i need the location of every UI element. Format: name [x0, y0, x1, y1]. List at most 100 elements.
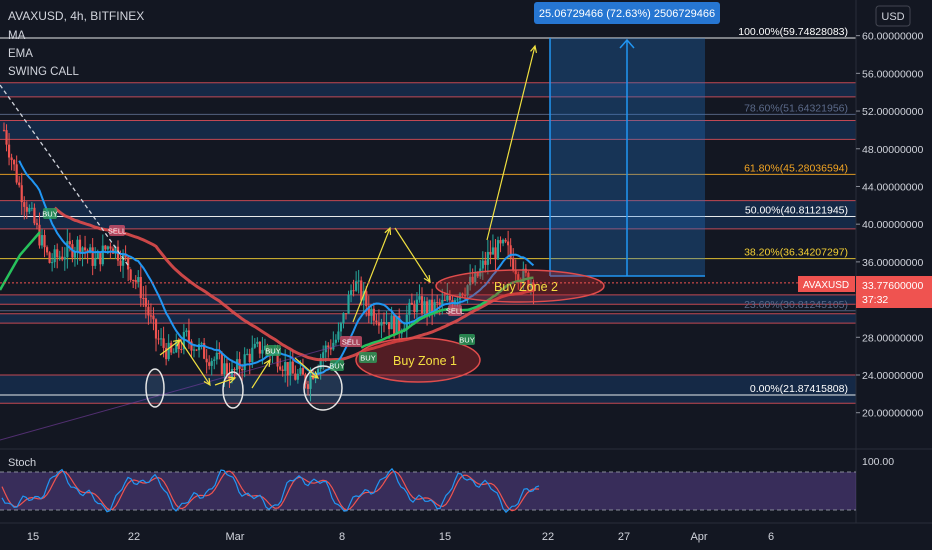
- candle-body: [284, 362, 287, 371]
- candle-body: [43, 235, 46, 248]
- arrow-head: [530, 44, 538, 53]
- currency-button[interactable]: [875, 5, 911, 27]
- candle-body: [48, 252, 51, 263]
- horizontal-zones: [0, 82, 856, 404]
- bar-countdown: 37:32: [862, 294, 888, 306]
- price-tick-label: 52.00000000: [862, 106, 923, 118]
- candle-body: [33, 207, 36, 224]
- candle-body: [139, 277, 142, 299]
- candle-body: [246, 353, 249, 355]
- candle-body: [317, 368, 320, 373]
- candle-body: [170, 342, 173, 353]
- candle-body: [486, 251, 489, 265]
- candle-body: [418, 296, 421, 300]
- candle-body: [91, 247, 94, 266]
- time-axis: 15 22 Mar 8 15 22 27 Apr 6: [0, 522, 932, 543]
- candle-body: [296, 373, 299, 380]
- candle-body: [289, 361, 292, 376]
- candle-body: [73, 252, 77, 258]
- symbol-tag-bg: [798, 276, 855, 292]
- candle-body: [159, 338, 163, 340]
- zone-band: [0, 120, 856, 140]
- candle-body: [372, 308, 375, 321]
- candle-body: [218, 352, 221, 354]
- candle-body: [349, 290, 353, 295]
- candle-body: [367, 306, 370, 316]
- currency-button-label[interactable]: USD: [881, 11, 904, 23]
- price-tick-label: 44.00000000: [862, 181, 923, 193]
- price-tick-label: 36.00000000: [862, 257, 923, 269]
- current-price-label: 33.77600000: [862, 280, 923, 292]
- candle-body: [144, 298, 147, 307]
- price-tick-label: 56.00000000: [862, 68, 923, 80]
- time-tick-label: Apr: [690, 531, 707, 543]
- time-tick-label: 15: [27, 531, 39, 543]
- candle-body: [7, 144, 11, 158]
- candle-body: [225, 363, 229, 375]
- candle-body: [203, 343, 206, 359]
- candle-body: [431, 299, 434, 313]
- candle-body: [137, 277, 140, 282]
- candle-body: [165, 347, 168, 360]
- candle-body: [436, 302, 439, 304]
- candle-body: [504, 239, 507, 242]
- candle-body: [522, 268, 525, 284]
- candle-body: [332, 342, 335, 350]
- indicator-label[interactable]: SWING CALL: [8, 66, 80, 78]
- fib-level-label: 61.80%(45.28036594): [744, 162, 848, 174]
- candle-body: [393, 315, 396, 335]
- zone-band: [0, 294, 856, 305]
- candle-body: [20, 185, 23, 203]
- signal-tag-text: SELL: [108, 227, 126, 236]
- candle-body: [180, 349, 183, 351]
- candle-body: [134, 280, 137, 282]
- candle-body: [360, 280, 363, 301]
- symbol-tag: AVAXUSD: [803, 280, 849, 291]
- candle-body: [382, 322, 386, 324]
- zone-band: [0, 313, 856, 324]
- signal-tag: [448, 305, 462, 316]
- candle-body: [352, 290, 355, 292]
- candle-body: [489, 251, 492, 255]
- candle-body: [408, 302, 411, 315]
- candle-body: [78, 239, 82, 254]
- zone-band: [0, 82, 856, 97]
- buy-zone-1-ellipse[interactable]: [355, 337, 481, 383]
- candle-body: [261, 349, 264, 354]
- swing-line-early: [0, 231, 41, 291]
- indicator-label[interactable]: EMA: [8, 48, 33, 60]
- candle-body: [532, 282, 535, 292]
- drawings: 25.06729466 (72.63%) 2506729466 Buy Zone …: [0, 2, 720, 441]
- candle-body: [61, 256, 64, 260]
- pivot-circle: [145, 368, 165, 408]
- arrow-line: [214, 377, 236, 386]
- candle-body: [496, 240, 500, 260]
- candle-body: [185, 330, 188, 332]
- candle-body: [248, 353, 251, 363]
- candle-body: [13, 160, 16, 165]
- candle-body: [423, 301, 426, 314]
- buy-zone-2-label: Buy Zone 2: [494, 280, 558, 294]
- candle-body: [243, 354, 246, 371]
- stoch-band: [0, 472, 856, 510]
- candle-body: [413, 304, 416, 312]
- candle-body: [494, 247, 497, 260]
- candle-body: [456, 299, 459, 301]
- candle-body: [339, 323, 343, 332]
- candle-body: [322, 352, 325, 358]
- candle-body: [342, 313, 345, 324]
- fib-level-label: 50.00%(40.81121945): [745, 205, 848, 217]
- indicator-label[interactable]: MA: [8, 30, 26, 42]
- candle-body: [291, 361, 294, 374]
- candle-body: [263, 345, 267, 350]
- buy-zone-2-ellipse[interactable]: [435, 269, 605, 303]
- candle-body: [385, 322, 388, 324]
- candle-body: [45, 247, 49, 253]
- candle-body: [190, 341, 193, 351]
- signal-tag-text: BUY: [329, 362, 344, 371]
- candle-body: [101, 245, 104, 265]
- candle-body: [114, 246, 117, 254]
